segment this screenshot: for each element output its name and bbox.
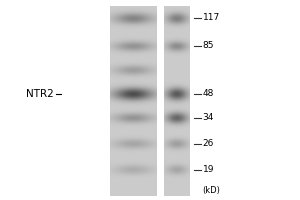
Text: 26: 26 [202,140,214,148]
Text: 117: 117 [202,14,220,22]
Text: NTR2: NTR2 [26,89,54,99]
Text: 48: 48 [202,90,214,98]
Text: (kD): (kD) [202,186,220,194]
Text: 34: 34 [202,114,214,122]
Text: 85: 85 [202,42,214,50]
Text: 19: 19 [202,166,214,174]
